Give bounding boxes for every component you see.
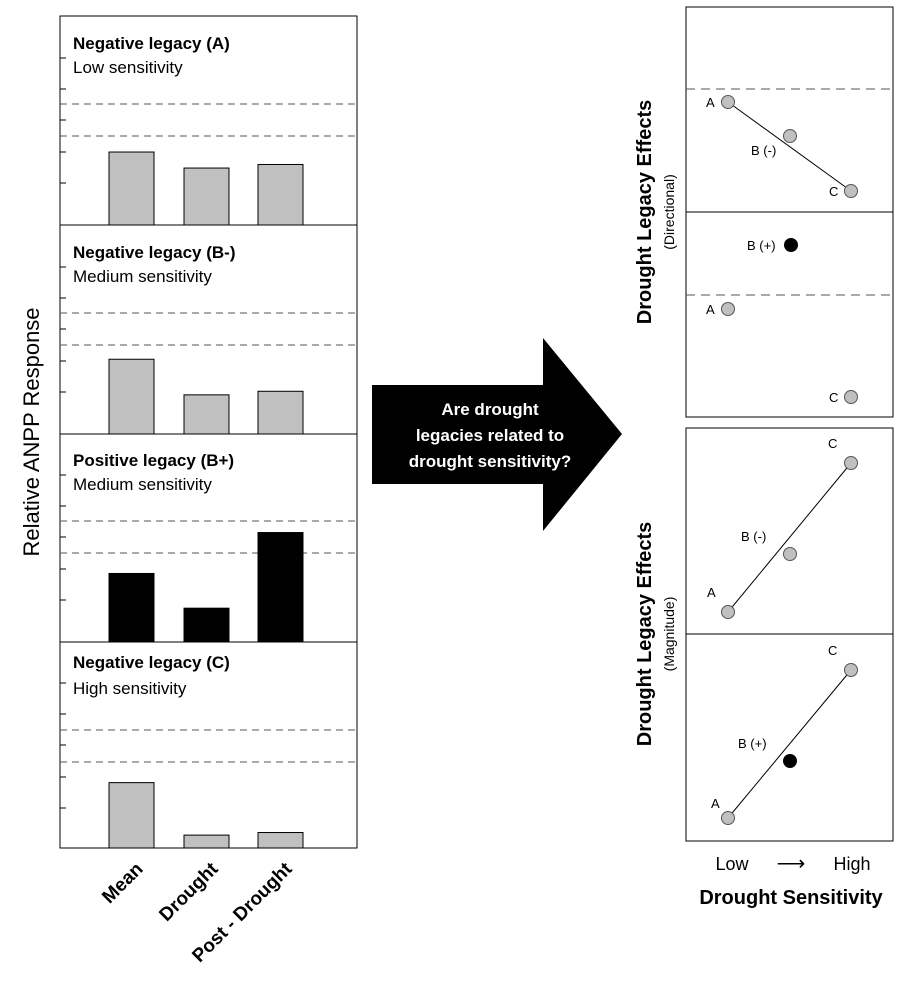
panel-title: Negative legacy (B-)	[73, 243, 236, 262]
point-b-plus	[784, 238, 798, 252]
bar-drought	[183, 394, 230, 435]
point-c-lower	[844, 390, 858, 404]
point-label-a-lower: A	[706, 302, 715, 317]
arrow-text-line-2: legacies related to	[416, 426, 564, 445]
sensitivity-axis: Low ⟶ High Drought Sensitivity	[699, 853, 883, 909]
panel-subtitle: High sensitivity	[73, 679, 187, 698]
arrow-text-line-1: Are drought	[441, 400, 539, 419]
panel-subtitle: Medium sensitivity	[73, 475, 212, 494]
x-tick-mean: Mean	[98, 859, 147, 908]
trend-line	[727, 669, 852, 819]
panel-title: Negative legacy (A)	[73, 34, 230, 53]
panel-title: Negative legacy (C)	[73, 653, 230, 672]
point-a	[721, 95, 735, 109]
trend-line	[727, 101, 852, 192]
bar-panel-b-plus: Positive legacy (B+) Medium sensitivity	[60, 451, 357, 643]
point-a-lower	[721, 811, 735, 825]
point-b-minus	[783, 547, 797, 561]
x-axis-title: Drought Sensitivity	[699, 887, 883, 909]
bar-panels: Negative legacy (A) Low sensitivity Nega…	[19, 15, 358, 967]
point-label-b-minus: B (-)	[751, 143, 776, 158]
arrow-text-line-3: drought sensitivity?	[409, 452, 571, 471]
magnitude-panel: A B (-) C A B (+) C Drought Legacy Effec…	[634, 427, 894, 842]
bar-post-drought	[257, 532, 304, 643]
bar-mean	[108, 358, 155, 435]
bar-drought	[183, 607, 230, 643]
point-label-a: A	[706, 95, 715, 110]
point-a-lower	[721, 302, 735, 316]
point-c	[844, 184, 858, 198]
bar-drought	[183, 834, 230, 849]
x-arrow-icon: ⟶	[777, 853, 806, 875]
panel-subtitle: Low sensitivity	[73, 58, 183, 77]
left-y-axis-label: Relative ANPP Response	[19, 307, 44, 556]
point-a	[721, 605, 735, 619]
point-label-b-plus: B (+)	[747, 238, 776, 253]
left-axis-ticks	[60, 57, 66, 809]
directional-y-label: Drought Legacy Effects	[634, 100, 656, 324]
magnitude-y-sublabel: (Magnitude)	[661, 597, 677, 672]
x-high-label: High	[833, 854, 870, 874]
bar-post-drought	[257, 390, 304, 435]
panel-subtitle: Medium sensitivity	[73, 267, 212, 286]
point-label-c: C	[828, 436, 837, 451]
panel-title: Positive legacy (B+)	[73, 451, 234, 470]
point-b-plus	[783, 754, 797, 768]
x-tick-drought: Drought	[155, 858, 223, 926]
point-label-c: C	[829, 184, 838, 199]
point-label-a: A	[707, 585, 716, 600]
bar-drought	[183, 167, 230, 226]
bar-post-drought	[257, 832, 304, 849]
point-label-c-lower: C	[828, 643, 837, 658]
bar-panel-c: Negative legacy (C) High sensitivity	[60, 653, 357, 849]
bar-mean	[108, 151, 155, 226]
bar-post-drought	[257, 163, 304, 226]
point-label-a-lower: A	[711, 796, 720, 811]
bar-panel-b-minus: Negative legacy (B-) Medium sensitivity	[60, 243, 357, 435]
bar-mean	[108, 782, 155, 849]
point-label-b-plus: B (+)	[738, 736, 767, 751]
point-label-c-lower: C	[829, 390, 838, 405]
bar-panel-a: Negative legacy (A) Low sensitivity	[60, 34, 357, 226]
point-label-b-minus: B (-)	[741, 529, 766, 544]
directional-panel: A B (-) C B (+) A C Drought Legacy Effec…	[634, 6, 894, 418]
point-c	[844, 456, 858, 470]
x-low-label: Low	[715, 854, 749, 874]
question-arrow: Are drought legacies related to drought …	[372, 338, 622, 531]
trend-line	[727, 462, 852, 613]
point-b-minus	[783, 129, 797, 143]
directional-y-sublabel: (Directional)	[661, 174, 677, 249]
arrow-shape	[372, 338, 622, 531]
point-c-lower	[844, 663, 858, 677]
bar-mean	[108, 572, 155, 643]
magnitude-y-label: Drought Legacy Effects	[634, 522, 656, 746]
